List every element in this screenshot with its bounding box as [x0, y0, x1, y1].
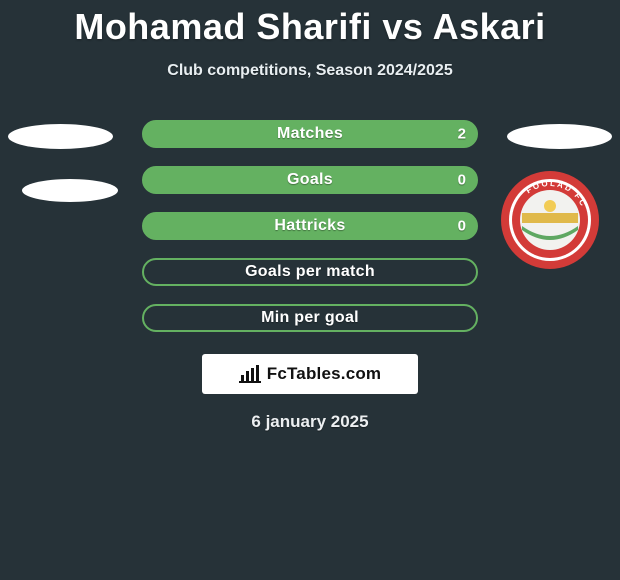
stat-value-right: 2 — [458, 126, 466, 143]
footer-date: 6 january 2025 — [0, 412, 620, 432]
club-badge-foolad: FOOLAD FC — [500, 170, 600, 270]
stat-row: Min per goal — [142, 304, 478, 332]
stat-label: Goals — [287, 171, 333, 189]
player-photo-placeholder-left-2 — [22, 179, 118, 202]
stat-row: Hattricks 0 — [142, 212, 478, 240]
page-title: Mohamad Sharifi vs Askari — [0, 0, 620, 48]
stat-label: Hattricks — [274, 217, 345, 235]
branding-badge: FcTables.com — [202, 354, 418, 394]
branding-text: FcTables.com — [267, 364, 382, 384]
page-subtitle: Club competitions, Season 2024/2025 — [0, 62, 620, 80]
stat-row: Goals per match — [142, 258, 478, 286]
stats-container: Matches 2 Goals 0 Hattricks 0 Goals per match M… — [142, 120, 478, 332]
branding-chart-icon — [239, 365, 261, 383]
stat-value-right: 0 — [458, 172, 466, 189]
player-photo-placeholder-right-1 — [507, 124, 612, 149]
stat-label: Min per goal — [261, 309, 359, 327]
stat-value-right: 0 — [458, 218, 466, 235]
stat-row: Matches 2 — [142, 120, 478, 148]
stat-row: Goals 0 — [142, 166, 478, 194]
stat-label: Goals per match — [245, 263, 375, 281]
player-photo-placeholder-left-1 — [8, 124, 113, 149]
stat-label: Matches — [277, 125, 343, 143]
